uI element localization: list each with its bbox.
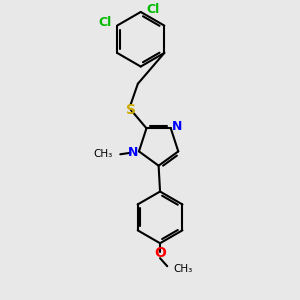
Text: CH₃: CH₃: [173, 264, 192, 274]
Text: S: S: [126, 103, 136, 117]
Text: N: N: [128, 146, 138, 159]
Text: Cl: Cl: [146, 3, 159, 16]
Text: CH₃: CH₃: [94, 149, 113, 159]
Text: Cl: Cl: [98, 16, 112, 29]
Text: O: O: [154, 246, 166, 260]
Text: N: N: [172, 120, 182, 133]
